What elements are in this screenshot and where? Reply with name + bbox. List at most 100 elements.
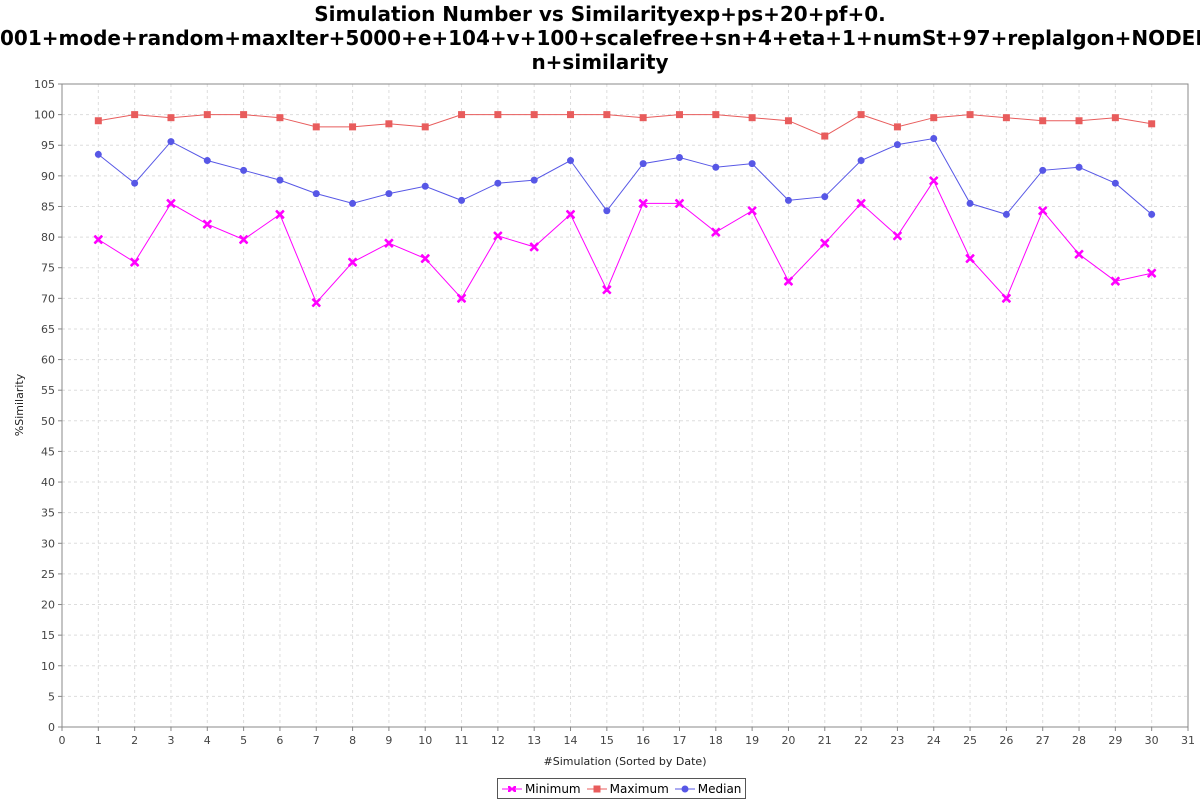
x-tick-label: 4 bbox=[204, 734, 211, 747]
x-tick-label: 27 bbox=[1036, 734, 1050, 747]
legend-item-maximum: Maximum bbox=[586, 782, 669, 796]
x-tick-label: 10 bbox=[418, 734, 432, 747]
point-median bbox=[349, 199, 357, 207]
point-median bbox=[893, 141, 901, 149]
point-minimum bbox=[529, 242, 539, 252]
point-maximum bbox=[131, 111, 139, 119]
legend-swatch-median bbox=[674, 785, 695, 792]
point-minimum bbox=[1038, 206, 1048, 216]
x-tick-label: 17 bbox=[672, 734, 686, 747]
y-tick-label: 95 bbox=[41, 139, 55, 152]
point-maximum bbox=[603, 111, 611, 119]
point-median bbox=[857, 157, 865, 165]
point-minimum bbox=[638, 198, 648, 209]
x-tick-label: 29 bbox=[1108, 734, 1122, 747]
point-minimum bbox=[929, 176, 939, 186]
x-tick-label: 20 bbox=[781, 734, 795, 747]
point-minimum bbox=[347, 257, 358, 267]
point-median bbox=[458, 196, 466, 204]
y-tick-label: 25 bbox=[41, 568, 55, 581]
point-median bbox=[1075, 163, 1083, 171]
series-line-maximum bbox=[98, 114, 1152, 137]
point-minimum bbox=[311, 298, 321, 308]
point-maximum bbox=[893, 123, 901, 131]
point-maximum bbox=[1075, 117, 1083, 125]
point-median bbox=[385, 190, 393, 198]
point-maximum bbox=[494, 111, 502, 119]
x-tick-label: 9 bbox=[385, 734, 392, 747]
point-median bbox=[567, 157, 575, 165]
x-tick-label: 3 bbox=[167, 734, 174, 747]
point-minimum bbox=[456, 293, 467, 303]
point-maximum bbox=[421, 123, 429, 131]
point-maximum bbox=[857, 111, 865, 119]
point-median bbox=[748, 160, 756, 168]
chart-title-line-2: 001+mode+random+maxIter+5000+e+104+v+100… bbox=[0, 26, 1200, 50]
point-median bbox=[131, 179, 139, 187]
point-minimum bbox=[783, 276, 794, 286]
x-tick-label: 1 bbox=[95, 734, 102, 747]
plot-area bbox=[61, 83, 1189, 728]
y-tick-label: 0 bbox=[48, 721, 55, 734]
point-minimum bbox=[239, 234, 249, 245]
chart-legend: Minimum Maximum Median bbox=[497, 778, 747, 799]
point-minimum bbox=[420, 253, 430, 264]
series-layer bbox=[93, 111, 1157, 308]
point-minimum bbox=[602, 285, 612, 295]
chart-title: Simulation Number vs Similarityexp+ps+20… bbox=[0, 2, 1200, 74]
point-median bbox=[1002, 210, 1010, 218]
point-median bbox=[966, 199, 974, 207]
point-maximum bbox=[276, 114, 284, 122]
legend-label-median: Median bbox=[697, 781, 742, 796]
x-tick-label: 13 bbox=[527, 734, 541, 747]
point-maximum bbox=[675, 111, 683, 119]
legend-swatch-minimum bbox=[502, 785, 522, 792]
x-tick-label: 19 bbox=[745, 734, 759, 747]
point-minimum bbox=[1001, 293, 1011, 303]
x-tick-label: 28 bbox=[1072, 734, 1086, 747]
y-tick-label: 65 bbox=[41, 323, 55, 336]
x-tick-label: 14 bbox=[564, 734, 578, 747]
point-minimum bbox=[565, 209, 576, 220]
point-minimum bbox=[856, 198, 866, 209]
point-maximum bbox=[966, 111, 974, 119]
point-maximum bbox=[349, 123, 357, 131]
point-median bbox=[784, 196, 792, 204]
y-tick-label: 10 bbox=[41, 660, 55, 673]
x-tick-label: 5 bbox=[240, 734, 247, 747]
y-tick-label: 40 bbox=[41, 476, 55, 489]
point-median bbox=[421, 182, 429, 190]
x-tick-label: 16 bbox=[636, 734, 650, 747]
x-tick-label: 15 bbox=[600, 734, 614, 747]
point-maximum bbox=[1111, 114, 1119, 122]
point-minimum bbox=[1110, 276, 1120, 286]
point-median bbox=[930, 135, 938, 143]
point-median bbox=[494, 179, 502, 187]
x-tick-label: 25 bbox=[963, 734, 977, 747]
point-maximum bbox=[712, 111, 720, 119]
series-line-minimum bbox=[98, 179, 1152, 304]
x-tick-label: 22 bbox=[854, 734, 868, 747]
axes: 0510152025303540455055606570758085909510… bbox=[34, 78, 1195, 747]
y-tick-label: 15 bbox=[41, 629, 55, 642]
y-tick-label: 30 bbox=[41, 537, 55, 550]
point-median bbox=[312, 190, 320, 198]
point-maximum bbox=[94, 117, 102, 125]
point-minimum bbox=[965, 253, 975, 264]
x-tick-label: 18 bbox=[709, 734, 723, 747]
y-tick-label: 90 bbox=[41, 170, 55, 183]
point-minimum bbox=[674, 198, 685, 209]
point-maximum bbox=[530, 111, 538, 119]
y-tick-label: 5 bbox=[48, 690, 55, 703]
grid-lines bbox=[62, 84, 1188, 727]
point-median bbox=[276, 176, 284, 184]
x-tick-label: 24 bbox=[927, 734, 941, 747]
point-maximum bbox=[1002, 114, 1010, 122]
series-median bbox=[94, 135, 1156, 218]
x-tick-label: 6 bbox=[276, 734, 283, 747]
x-tick-label: 8 bbox=[349, 734, 356, 747]
x-tick-label: 23 bbox=[890, 734, 904, 747]
point-maximum bbox=[203, 111, 211, 119]
point-minimum bbox=[1074, 249, 1084, 259]
